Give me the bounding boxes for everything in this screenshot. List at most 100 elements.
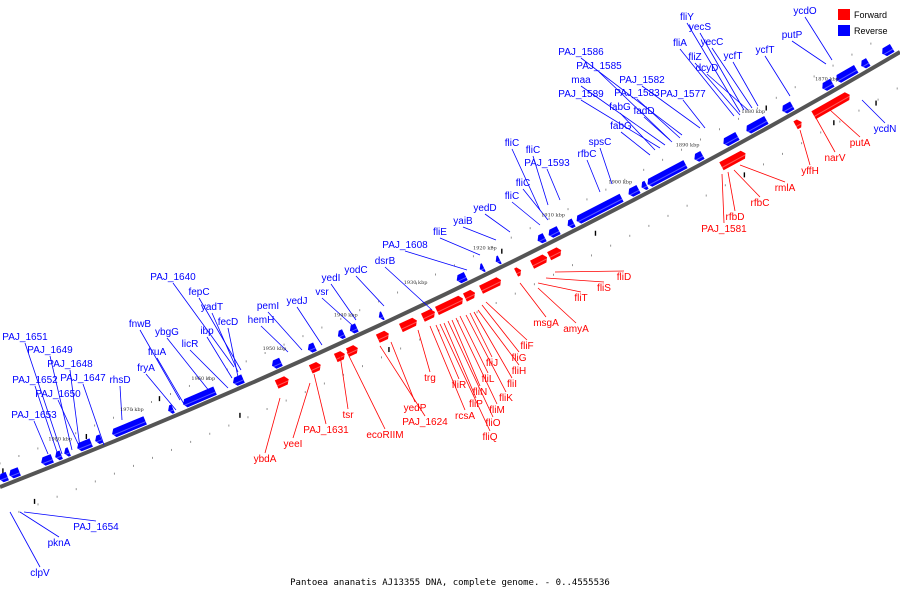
reverse-feature-22-body <box>567 218 576 229</box>
scale-label: 1970 kbp <box>120 407 144 413</box>
reverse-gene-label-pkna: pknA <box>48 538 71 549</box>
reverse-gene-label-rfbc: rfbC <box>578 149 597 160</box>
reverse-feature-6-body <box>77 438 93 452</box>
reverse-gene-label-yecs: yecS <box>689 22 712 33</box>
reverse-gene-leader-ycdn <box>861 99 886 124</box>
reverse-feature-3 <box>41 454 54 466</box>
reverse-feature-10-body <box>183 386 217 408</box>
forward-feature-14-highlight <box>721 153 747 168</box>
forward-feature-9 <box>463 289 476 302</box>
reverse-gene-leader-flie <box>439 237 481 256</box>
reverse-feature-34-body <box>882 44 895 57</box>
reverse-gene-label-flic: fliC <box>505 138 519 149</box>
reverse-gene-label-fadd: fadD <box>633 106 654 117</box>
legend-reverse-swatch <box>838 25 850 36</box>
forward-gene-label-flim: fliM <box>489 405 505 416</box>
reverse-feature-22 <box>567 218 576 229</box>
forward-feature-16-body <box>811 92 850 120</box>
forward-feature-3 <box>333 351 346 363</box>
reverse-gene-leader-paj-1647 <box>82 383 105 446</box>
reverse-feature-26 <box>647 160 688 187</box>
forward-gene-leader-puta <box>829 109 861 138</box>
reverse-gene-leader-yecc <box>711 47 753 109</box>
legend-forward-swatch <box>838 9 850 20</box>
reverse-gene-leader-clpv <box>9 511 41 568</box>
reverse-gene-label-paj-1653: PAJ_1653 <box>11 410 57 421</box>
reverse-gene-label-yedd: yedD <box>473 203 496 214</box>
reverse-gene-label-flia: fliA <box>673 38 687 49</box>
reverse-feature-16-highlight <box>379 316 384 319</box>
reverse-feature-1-body <box>0 471 9 483</box>
forward-gene-leader-paj-1581 <box>721 173 725 224</box>
forward-feature-8-body <box>435 295 463 315</box>
reverse-gene-label-fabg: fabG <box>610 121 632 132</box>
reverse-gene-label-clpv: clpV <box>30 568 50 579</box>
legend: Forward Reverse <box>838 9 888 36</box>
forward-gene-label-yffh: yffH <box>801 166 819 177</box>
forward-feature-11-body <box>514 267 522 277</box>
forward-feature-10 <box>479 277 502 294</box>
reverse-feature-31-highlight <box>822 83 834 91</box>
forward-gene-leader-paj-1631 <box>313 373 327 425</box>
reverse-feature-13-body <box>307 342 317 353</box>
reverse-feature-12-body <box>272 357 283 369</box>
forward-feature-7-body <box>421 309 435 322</box>
reverse-gene-label-yedi: yedI <box>322 273 341 284</box>
reverse-gene-leader-ybgg <box>166 337 211 393</box>
reverse-gene-label-paj-1650: PAJ_1650 <box>35 389 81 400</box>
reverse-gene-leader-dsrb <box>384 266 433 311</box>
reverse-gene-leader-fliy <box>686 22 741 113</box>
reverse-feature-5-highlight <box>64 452 70 456</box>
forward-feature-12 <box>530 254 548 269</box>
reverse-feature-17-body <box>456 272 468 284</box>
forward-feature-13-body <box>547 247 562 261</box>
forward-feature-1 <box>274 376 290 389</box>
reverse-gene-leader-ycft <box>732 61 759 107</box>
scale-label: 1910 kbp <box>541 213 565 219</box>
reverse-feature-15-body <box>349 323 359 334</box>
reverse-gene-label-ibp: ibp <box>200 326 214 337</box>
forward-feature-6 <box>399 317 418 333</box>
reverse-feature-25-highlight <box>641 185 648 190</box>
reverse-gene-label-fliz: fliZ <box>688 52 701 63</box>
reverse-gene-label-paj-1640: PAJ_1640 <box>150 272 196 283</box>
reverse-gene-leader-paj-1640 <box>172 282 235 368</box>
reverse-gene-leader-putp <box>791 40 827 65</box>
reverse-gene-label-paj-1586: PAJ_1586 <box>558 47 604 58</box>
reverse-feature-6-highlight <box>77 443 92 450</box>
reverse-feature-21-highlight <box>548 230 560 237</box>
reverse-feature-28-body <box>723 132 740 147</box>
reverse-gene-leader-flia <box>679 48 735 117</box>
forward-feature-12-highlight <box>532 257 548 267</box>
reverse-gene-leader-fnwb <box>139 329 181 401</box>
reverse-feature-15-highlight <box>350 328 358 333</box>
forward-gene-leader-flig <box>481 304 520 353</box>
genome-backbone <box>0 50 900 489</box>
reverse-gene-leader-paj-1585 <box>598 71 671 141</box>
reverse-gene-leader-yodc <box>355 275 385 307</box>
reverse-gene-leader-fabg <box>620 131 651 156</box>
reverse-gene-leader-yecs <box>699 32 745 111</box>
reverse-gene-leader-rfbc <box>586 159 601 193</box>
reverse-feature-27-body <box>694 151 705 162</box>
reverse-feature-28 <box>723 132 740 147</box>
reverse-gene-label-ycft: ycfT <box>724 51 743 62</box>
reverse-feature-25-body <box>641 180 649 190</box>
forward-feature-3-highlight <box>336 354 346 360</box>
reverse-feature-18 <box>479 263 486 272</box>
reverse-gene-leader-frya <box>145 373 177 411</box>
forward-gene-label-puta: putA <box>850 138 871 149</box>
forward-gene-leader-flir <box>435 324 460 380</box>
reverse-gene-leader-fadd <box>643 116 673 143</box>
reverse-feature-12-highlight <box>272 362 282 368</box>
reverse-feature-25 <box>641 180 649 190</box>
forward-feature-7-highlight <box>423 312 436 320</box>
reverse-feature-29-body <box>746 116 769 134</box>
forward-gene-label-flik: fliK <box>499 393 513 404</box>
reverse-feature-13 <box>307 342 317 353</box>
guide-marks <box>0 42 898 513</box>
reverse-feature-22-highlight <box>567 223 575 228</box>
scale-label: 1940 kbp <box>334 313 358 319</box>
forward-feature-10-body <box>479 277 501 294</box>
reverse-feature-4 <box>55 450 63 461</box>
